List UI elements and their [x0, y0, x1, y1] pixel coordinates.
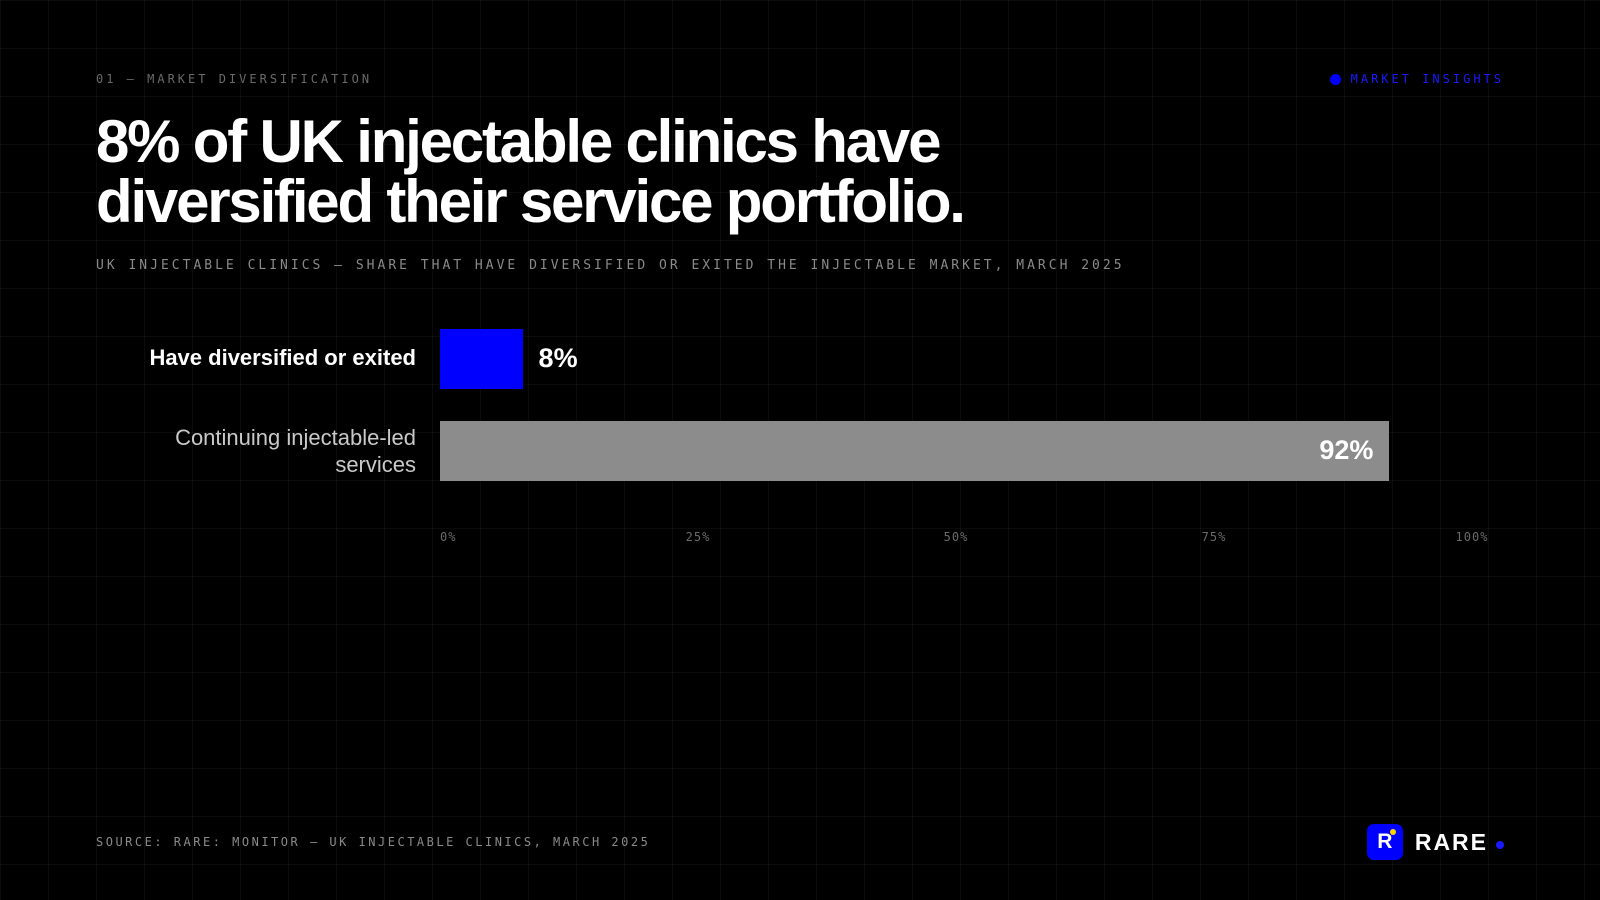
- bar: [440, 421, 1390, 481]
- section-tag-label: MARKET INSIGHTS: [1350, 72, 1504, 86]
- brand-dot-icon: [1496, 841, 1504, 849]
- x-tick-label: 100%: [1455, 530, 1489, 544]
- section-tag: MARKET INSIGHTS: [1329, 72, 1504, 86]
- brand-logo-icon: R: [1366, 824, 1403, 860]
- brand-lockup: R RARE: [1366, 824, 1504, 860]
- eyebrow-label: 01 — MARKET DIVERSIFICATION: [96, 72, 373, 86]
- x-tick-label: 0%: [440, 530, 457, 544]
- tag-dot-icon: [1329, 73, 1341, 85]
- source-note: SOURCE: RARE: MONITOR — UK INJECTABLE CL…: [96, 835, 651, 849]
- bar-value-label: 8%: [538, 343, 578, 373]
- x-tick-label: 50%: [943, 530, 969, 544]
- x-tick-label: 25%: [685, 530, 711, 544]
- page-title: 8% of UK injectable clinics have diversi…: [96, 108, 966, 235]
- logo-dot-icon: [1389, 829, 1396, 835]
- brand-logo-letter: R: [1377, 830, 1393, 853]
- chart-subtitle: UK INJECTABLE CLINICS — SHARE THAT HAVE …: [96, 258, 1125, 273]
- x-tick-label: 75%: [1201, 530, 1227, 544]
- bar-label: Have diversified or exited: [149, 345, 416, 370]
- bar: [440, 329, 523, 389]
- bar-label: Continuing injectable-led services: [175, 425, 416, 477]
- brand-name: RARE: [1414, 828, 1488, 855]
- bar-value-label: 92%: [1319, 435, 1374, 465]
